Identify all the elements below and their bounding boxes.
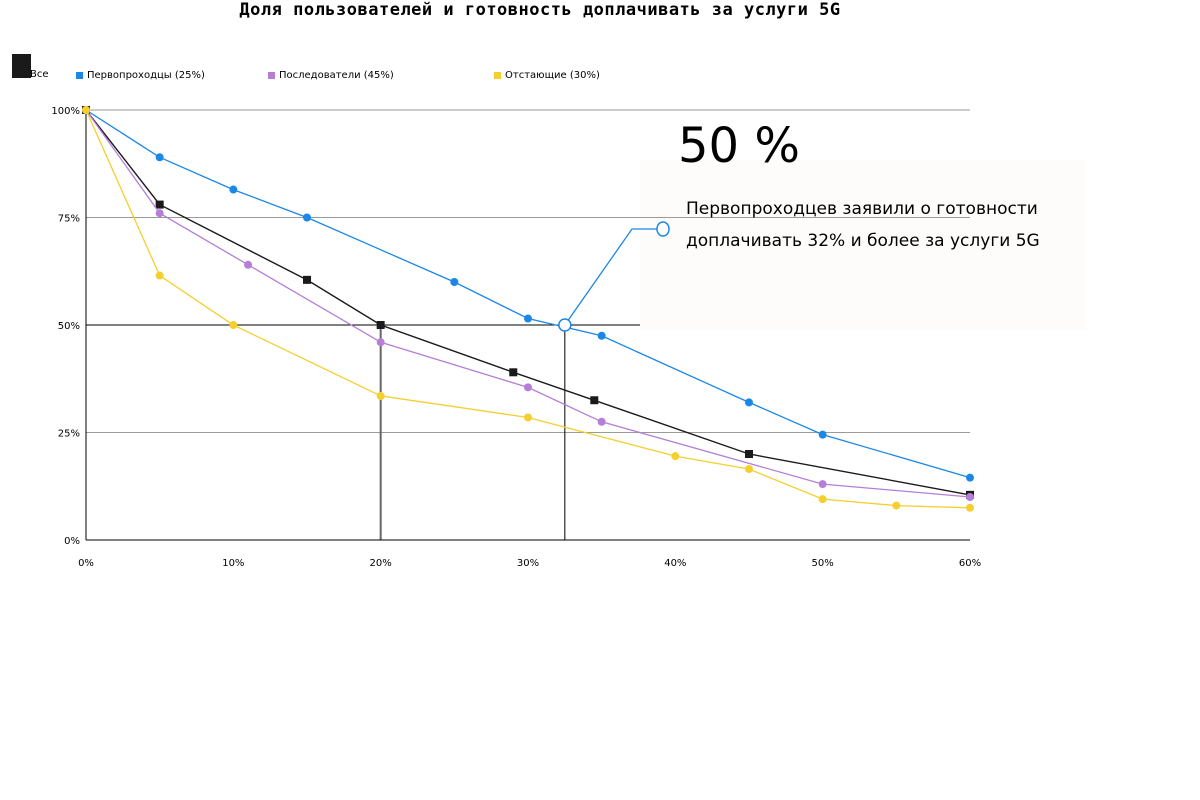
- reference-lines: [379, 325, 566, 540]
- callout-anchor-point: [558, 318, 572, 332]
- series-line: [85, 109, 971, 479]
- data-point: [966, 503, 974, 512]
- x-tick-label: 10%: [222, 558, 244, 569]
- legend-label-followers: Последователи (45%): [279, 70, 394, 81]
- y-tick-label: 25%: [58, 429, 80, 440]
- legend-label-pioneers: Первопроходцы (25%): [87, 70, 205, 81]
- legend-item-laggards[interactable]: Отстающие (30%): [494, 70, 600, 81]
- data-point: [450, 278, 459, 286]
- data-point: [966, 493, 974, 501]
- data-point: [155, 153, 164, 162]
- annotation-text: Первопроходцев заявили о готовности допл…: [686, 199, 1040, 251]
- series-line: [85, 109, 971, 496]
- data-point: [82, 106, 90, 114]
- y-tick-label: 0%: [64, 536, 80, 547]
- legend-swatch-pioneers: [76, 72, 83, 79]
- callout-connector: [558, 221, 670, 332]
- data-point: [155, 200, 164, 209]
- x-tick-label: 30%: [517, 558, 539, 569]
- x-tick-label: 50%: [812, 558, 834, 569]
- data-point: [597, 417, 606, 426]
- data-point: [745, 398, 753, 407]
- chart-title: Доля пользователей и готовность доплачив…: [239, 0, 841, 20]
- y-tick-label: 50%: [58, 321, 80, 332]
- data-point: [745, 450, 753, 458]
- legend-item-all[interactable]: Все: [12, 54, 54, 80]
- data-point: [244, 260, 253, 269]
- axes: 0% 25% 50% 75% 100% 0% 10% 20% 30% 40% 50% 60%: [51, 106, 981, 569]
- y-tick-label: 100%: [51, 106, 80, 117]
- data-point: [597, 331, 606, 340]
- legend-label-laggards: Отстающие (30%): [505, 70, 600, 81]
- x-tick-label: 20%: [370, 558, 392, 569]
- data-point: [376, 391, 385, 400]
- data-point: [155, 209, 164, 218]
- grid-layer: [86, 109, 970, 433]
- x-tick-label: 60%: [959, 558, 981, 569]
- annotation-box: [640, 160, 1086, 330]
- series-1: [82, 106, 974, 482]
- legend-swatch-all: [12, 54, 31, 78]
- data-point: [818, 430, 827, 439]
- data-point: [524, 383, 532, 392]
- data-point: [966, 473, 974, 482]
- data-point: [229, 185, 238, 194]
- data-point: [229, 321, 238, 329]
- data-point: [590, 396, 599, 405]
- data-point: [303, 275, 311, 284]
- x-tick-label: 0%: [78, 558, 94, 569]
- y-tick-label: 75%: [58, 214, 80, 225]
- data-point: [818, 495, 827, 504]
- callout-end-point: [656, 221, 670, 237]
- data-point: [376, 338, 385, 347]
- legend-swatch-followers: [268, 72, 275, 79]
- data-point: [818, 480, 827, 489]
- legend-item-followers[interactable]: Последователи (45%): [268, 70, 394, 81]
- series-2: [82, 106, 974, 501]
- data-point: [524, 413, 532, 422]
- legend-label-all: Все: [30, 68, 49, 80]
- legend: Все Первопроходцы (25%) Последователи (4…: [12, 54, 712, 84]
- series-3: [82, 106, 974, 512]
- series-line: [85, 109, 971, 509]
- data-point: [892, 501, 901, 510]
- series-line: [85, 109, 971, 498]
- x-tick-label: 40%: [664, 558, 686, 569]
- annotation-value: 50 %: [678, 118, 800, 174]
- legend-item-pioneers[interactable]: Первопроходцы (25%): [76, 70, 205, 81]
- data-point: [524, 314, 532, 323]
- data-point: [376, 321, 385, 329]
- data-point: [155, 271, 164, 280]
- series-layer: [82, 106, 974, 512]
- callout-line: [564, 228, 662, 326]
- data-point: [745, 465, 753, 474]
- data-point: [671, 452, 680, 461]
- legend-swatch-laggards: [494, 72, 501, 79]
- data-point: [509, 368, 518, 377]
- data-point: [303, 213, 311, 222]
